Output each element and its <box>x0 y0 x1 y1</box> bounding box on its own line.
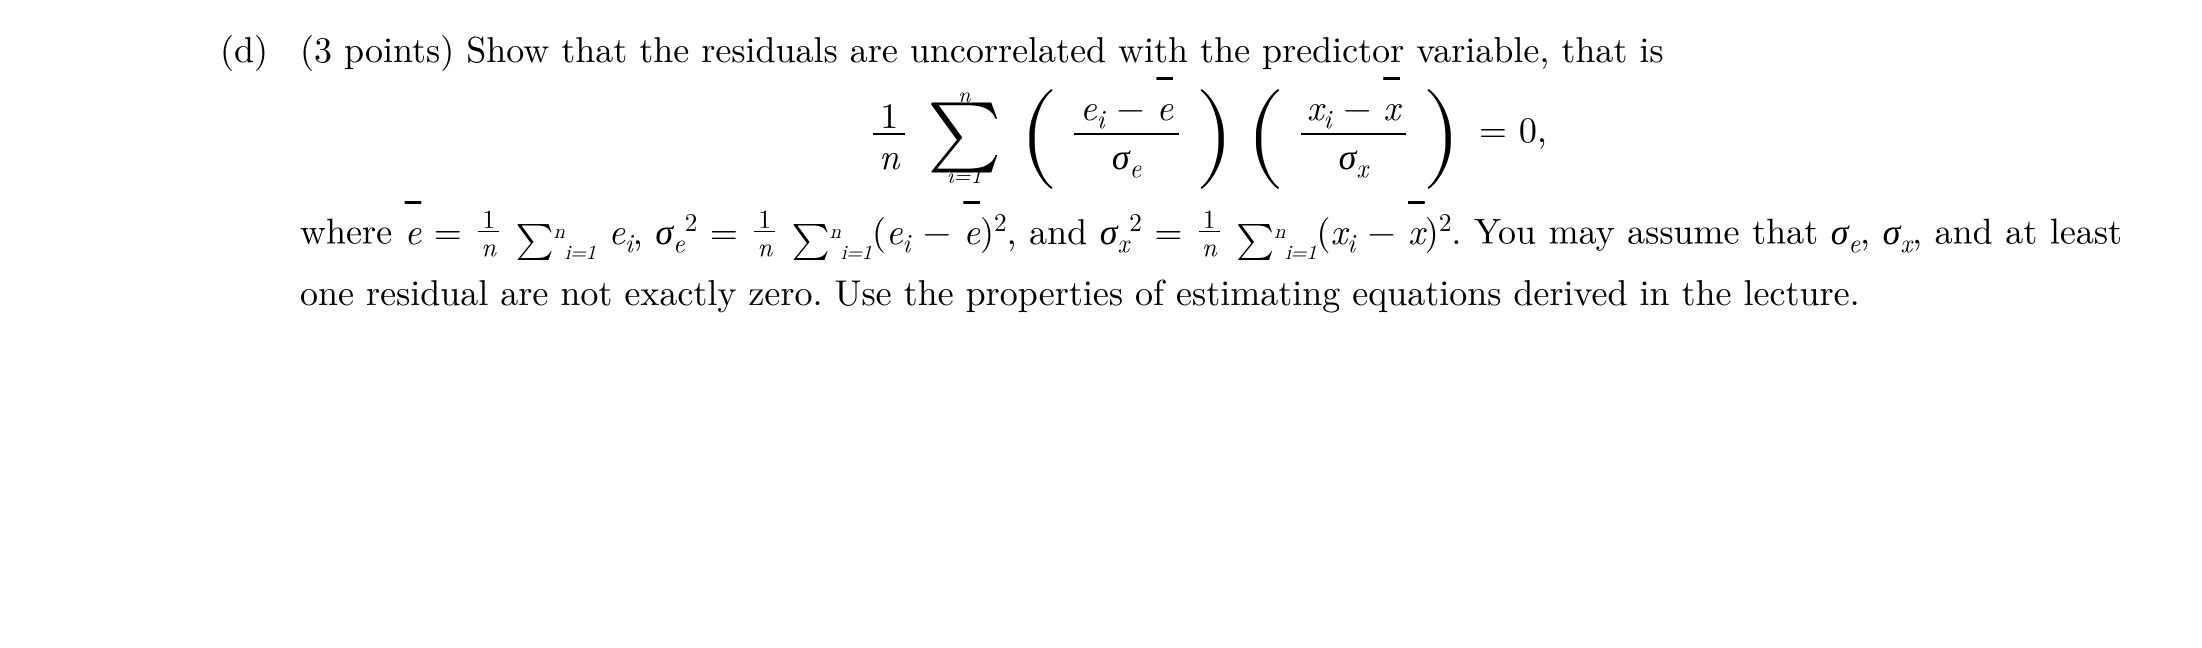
leading-fraction: 1 n <box>873 95 905 175</box>
where-word: where <box>300 204 392 255</box>
points-label: (3 points) <box>300 22 454 73</box>
factor1-den: σe <box>1074 135 1179 182</box>
factor-1: ( ei − e σe ) <box>1019 87 1234 182</box>
frac-den: n <box>873 135 905 174</box>
equals-zero: = 0, <box>1473 102 1553 153</box>
factor2-num: xi − x <box>1301 87 1406 136</box>
def-sigma-e-sq: σe2 = 1 n ∑ni=1 (ei − e)2, and <box>655 204 1099 255</box>
summation: n ∑ i=1 <box>927 83 1001 187</box>
factor-2: ( xi − x σx ) <box>1246 87 1461 182</box>
enum-label: (d) <box>220 24 300 73</box>
assume-symbols: σe, σx, <box>1831 204 1935 255</box>
display-equation: 1 n n ∑ i=1 ( ei − e σe ) <box>300 83 2122 187</box>
prompt-text: Show that the residuals are uncorrelated… <box>466 22 1663 73</box>
page: (d) (3 points) Show that the residuals a… <box>0 0 2202 648</box>
def-ebar: e = 1 n ∑ni=1 ei, <box>405 204 656 255</box>
problem-item: (d) (3 points) Show that the residuals a… <box>220 24 2122 316</box>
problem-body: (3 points) Show that the residuals are u… <box>300 24 2122 316</box>
sigma-symbol: ∑ <box>927 105 1001 165</box>
factor1-num: ei − e <box>1074 87 1179 136</box>
def-sigma-x-sq: σx2 = 1 n ∑ni=1 (xi − x)2. <box>1100 204 1474 255</box>
trailing-text-1: You may assume that <box>1474 204 1818 255</box>
definitions-line: where e = 1 n ∑ni=1 ei, σe2 = <box>300 204 2122 316</box>
factor2-den: σx <box>1301 135 1406 182</box>
